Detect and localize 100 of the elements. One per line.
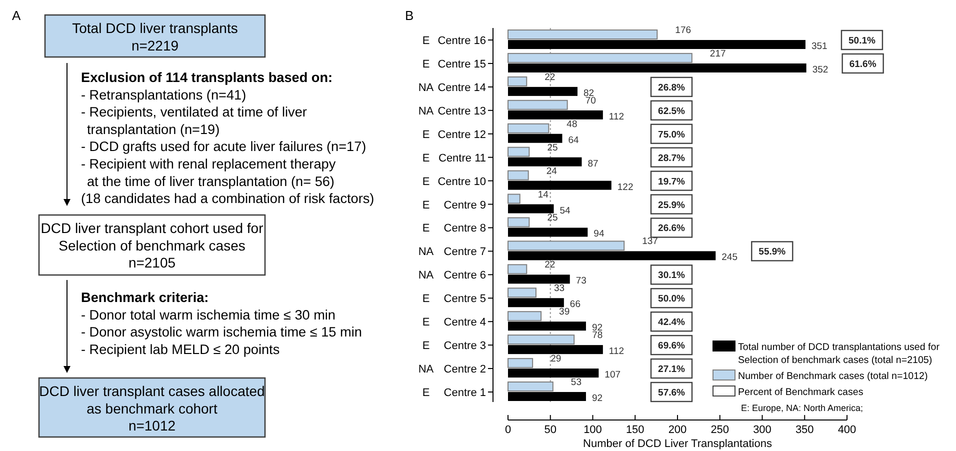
annotation: 26.8% [658, 82, 686, 94]
bar [508, 100, 568, 110]
x-tick-label: 300 [753, 424, 772, 436]
x-tick-label: 50 [544, 424, 556, 436]
bar [508, 228, 588, 237]
data-label: 53 [570, 377, 582, 388]
text: Total DCD liver transplants n=2219 [72, 20, 238, 54]
bar [508, 40, 806, 49]
x-axis-title: Number of DCD Liver Transplantations [583, 438, 772, 450]
y-tick-label: Centre 8 [444, 222, 486, 235]
y-tick-label: Centre 16 [438, 35, 486, 47]
y-tick-label: Centre 6 [444, 270, 486, 282]
bar [508, 123, 550, 134]
annotation: 62.5% [658, 106, 686, 117]
bar [508, 334, 575, 345]
annotation: 69.6% [658, 340, 686, 352]
bar [508, 30, 658, 40]
text: E: Europe, NA: North America; [741, 403, 864, 413]
y-tick-label: Centre 11 [438, 152, 486, 164]
data-label: 122 [617, 182, 634, 193]
data-label: 25 [547, 212, 558, 224]
data-label: 112 [608, 111, 624, 122]
bar [508, 368, 599, 378]
bar [508, 311, 542, 322]
bar [508, 157, 582, 166]
bar [508, 345, 603, 354]
text: E [422, 199, 430, 212]
data-label: 352 [812, 64, 828, 76]
data-label: 24 [546, 166, 557, 177]
annotation: 19.7% [658, 176, 686, 188]
text: E [422, 58, 430, 70]
x-tick-label: 400 [838, 424, 856, 436]
text: E [422, 293, 430, 306]
bar [508, 63, 806, 72]
y-tick-label: Centre 14 [438, 82, 486, 94]
bar [508, 274, 570, 284]
text: NA [418, 82, 434, 94]
y-tick-label: Centre 9 [444, 199, 486, 212]
y-tick-label: Centre 4 [444, 316, 486, 329]
bar [508, 251, 716, 260]
data-label: 245 [722, 252, 738, 264]
bar [508, 204, 554, 214]
text: NA [418, 105, 434, 118]
annotation: Percent of Benchmark cases [738, 387, 864, 398]
text: 61.6% [849, 58, 877, 70]
text: E [422, 222, 430, 235]
data-label: 217 [710, 48, 726, 60]
bar [508, 298, 564, 308]
x-tick-label: 0 [504, 424, 512, 436]
text: 50.1% [848, 36, 876, 46]
data-label: 112 [608, 346, 624, 358]
text: DCD liver transplant cases allocated as benchmark cohort n=1012 [39, 383, 265, 434]
text: E [422, 128, 430, 141]
data-label: 92 [592, 393, 603, 404]
annotation: 27.1% [658, 364, 686, 376]
annotation: 28.7% [658, 152, 686, 164]
bar [508, 146, 530, 157]
x-tick-label: 350 [795, 424, 814, 436]
x-tick-label: 150 [626, 424, 644, 436]
annotation: 75.0% [658, 129, 686, 140]
y-tick-label: Centre 13 [438, 105, 486, 118]
data-label: 22 [544, 72, 556, 83]
data-label: 351 [811, 41, 828, 52]
data-label: 87 [588, 158, 598, 170]
data-label: 107 [604, 370, 621, 381]
y-tick-label: Centre 3 [444, 340, 486, 352]
annotation: 55.9% [758, 246, 786, 258]
y-tick-label: Centre 7 [444, 246, 486, 258]
y-tick-label: Centre 5 [444, 293, 486, 306]
annotation: 50.0% [658, 294, 686, 305]
data-label: 78 [592, 330, 603, 342]
data-label: 48 [566, 118, 578, 130]
bar [508, 240, 625, 251]
bar [508, 217, 530, 228]
y-tick-label: Centre 1 [444, 387, 486, 399]
bar [508, 264, 528, 274]
data-label: 14 [538, 189, 548, 200]
data-label: 25 [547, 142, 558, 154]
data-label: 66 [570, 299, 581, 310]
bar [508, 76, 528, 86]
bar [508, 194, 520, 204]
bar [508, 322, 586, 331]
text: E [422, 176, 430, 188]
bar [508, 86, 578, 96]
text: A [12, 8, 21, 23]
y-tick-label: Centre 12 [438, 128, 486, 141]
text: E [422, 387, 430, 399]
bar [508, 392, 586, 401]
bar [508, 180, 612, 190]
data-label: 29 [550, 354, 562, 365]
data-label: 33 [554, 283, 565, 294]
text: E [422, 316, 430, 329]
y-tick-label: Centre 15 [438, 58, 486, 70]
legend-label: Number of Benchmark cases (total n=1012) [738, 371, 928, 382]
text: Exclusion of 114 transplants based on: - Retransplantations (n=41) - Recipients, ventilated at time of liver transplantation (n=19) - DCD grafts used for acute liver failures (n=17) - Recipient with renal replacement therapy at the time of liver transplantation (n= 56) (18 candidates had a combination of risk factors) [81, 70, 374, 206]
data-label: 39 [559, 306, 570, 318]
annotation: 26.6% [658, 223, 686, 234]
bar [508, 134, 562, 143]
y-tick-label: Centre 2 [444, 364, 486, 376]
text: NA [418, 364, 434, 376]
